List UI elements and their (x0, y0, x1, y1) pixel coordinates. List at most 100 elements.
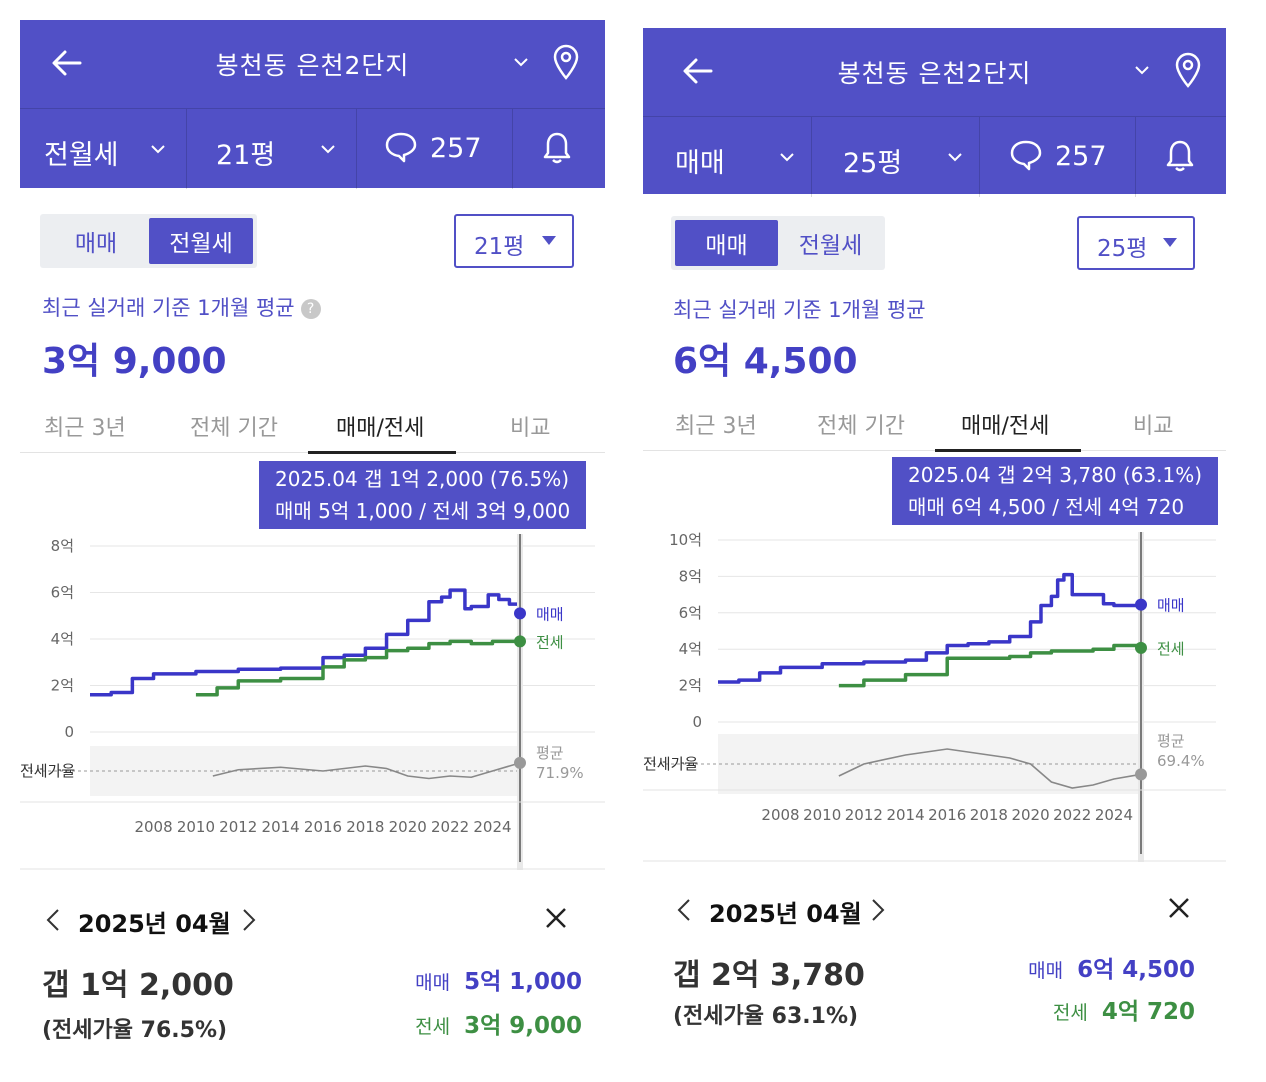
sale-value: 5억 1,000 (464, 969, 582, 995)
detail-month: 2025년 04월 (78, 910, 231, 938)
back-arrow-icon[interactable] (50, 46, 84, 80)
price-caption-text: 최근 실거래 기준 1개월 평균 (42, 296, 295, 320)
chevron-down-icon[interactable] (1134, 64, 1150, 76)
sale-series-label: 매매 (536, 605, 564, 623)
x-tick-label: 2010 (177, 818, 215, 836)
detail-sale-row: 매매 5억 1,000 (415, 962, 582, 996)
segment-sale[interactable]: 매매 (74, 231, 118, 257)
right-panel: 봉천동 은천2단지 매매 25평 257 매매 전월세 25 (643, 28, 1226, 1048)
header-filter-bar: 매매 25평 257 (643, 116, 1226, 197)
y-tick-label: 10억 (669, 531, 702, 549)
comments-button[interactable]: 257 (356, 109, 513, 189)
trade-segment-control: 매매 전월세 (671, 216, 885, 270)
tab-all-period[interactable]: 전체 기간 (190, 416, 278, 441)
jeonse-series-label: 전세 (536, 633, 564, 651)
sale-label: 매매 (1028, 960, 1064, 982)
chevron-down-icon (948, 153, 962, 162)
tab-sale-jeonse[interactable]: 매매/전세 (336, 416, 425, 441)
chevron-down-icon (151, 145, 165, 154)
size-select[interactable]: 25평 (1077, 216, 1195, 270)
x-tick-label: 2012 (845, 806, 883, 824)
notification-button[interactable] (512, 109, 605, 189)
x-tick-label: 2016 (304, 818, 342, 836)
complex-title[interactable]: 봉천동 은천2단지 (215, 51, 410, 80)
x-tick-label: 2024 (1095, 806, 1133, 824)
tab-recent-3y[interactable]: 최근 3년 (44, 416, 126, 441)
caret-down-icon (1163, 238, 1177, 247)
ratio-band (90, 746, 520, 796)
gap-value: 갭 1억 2,000 (42, 968, 234, 1003)
location-pin-icon[interactable] (552, 44, 580, 80)
jeonse-value: 3억 9,000 (464, 1013, 582, 1039)
tab-compare[interactable]: 비교 (510, 416, 551, 441)
x-tick-label: 2022 (1053, 806, 1091, 824)
chevron-right-icon[interactable] (871, 898, 885, 922)
jeonse-label: 전세 (415, 1016, 451, 1038)
detail-jeonse-row: 전세 4억 720 (1053, 992, 1195, 1026)
app-header: 봉천동 은천2단지 전월세 21평 257 (20, 20, 605, 189)
ratio-series-line (838, 748, 1142, 789)
sale-value: 6억 4,500 (1077, 957, 1195, 983)
chevron-down-icon[interactable] (513, 56, 529, 68)
y-tick-label: 8억 (679, 567, 702, 585)
x-tick-label: 2018 (346, 818, 384, 836)
price-caption: 최근 실거래 기준 1개월 평균 (673, 298, 926, 322)
tab-compare[interactable]: 비교 (1133, 414, 1174, 439)
segment-sale[interactable]: 매매 (675, 220, 778, 266)
bell-icon (543, 132, 571, 164)
left-panel: 봉천동 은천2단지 전월세 21평 257 매매 전월세 2 (20, 20, 605, 1060)
chevron-right-icon[interactable] (242, 908, 256, 932)
jeonse-series-line (195, 639, 520, 697)
active-tab-indicator (935, 449, 1081, 452)
x-tick-label: 2012 (219, 818, 257, 836)
close-icon[interactable] (1167, 896, 1191, 920)
header-top-bar: 봉천동 은천2단지 (20, 20, 605, 108)
close-icon[interactable] (544, 906, 568, 930)
tooltip-line-1: 2025.04 갭 1억 2,000 (76.5%) (275, 467, 570, 491)
ratio-label: 전세가율 (643, 755, 698, 773)
trade-type-dropdown[interactable]: 매매 (643, 117, 812, 197)
sale-end-point (514, 607, 526, 620)
detail-card: 2025년 04월 갭 2억 3,780 (전세가율 63.1%) 매매 6억 4… (673, 894, 1195, 1034)
comments-button[interactable]: 257 (979, 117, 1136, 197)
ratio-end-point (1135, 768, 1147, 781)
y-tick-label: 4억 (679, 640, 702, 658)
app-header: 봉천동 은천2단지 매매 25평 257 (643, 28, 1226, 197)
ratio-series-line (212, 762, 521, 780)
help-icon[interactable]: ? (300, 299, 321, 319)
speech-bubble-icon (1010, 140, 1042, 171)
size-label: 25평 (843, 148, 903, 179)
size-dropdown[interactable]: 21평 (186, 109, 357, 189)
bell-icon (1166, 140, 1194, 172)
trade-type-label: 매매 (675, 148, 725, 179)
size-select[interactable]: 21평 (454, 214, 574, 268)
x-tick-label: 2016 (928, 806, 966, 824)
segment-rent[interactable]: 전월세 (149, 218, 253, 264)
detail-card: 2025년 04월 갭 1억 2,000 (전세가율 76.5%) 매매 5억 1… (42, 904, 582, 1044)
segment-rent[interactable]: 전월세 (798, 233, 863, 259)
chevron-left-icon[interactable] (46, 908, 60, 932)
tooltip-line-2: 매매 6억 4,500 / 전세 4억 720 (908, 495, 1185, 519)
sale-label: 매매 (415, 972, 451, 994)
tab-sale-jeonse[interactable]: 매매/전세 (961, 414, 1050, 439)
x-tick-label: 2024 (473, 818, 511, 836)
x-tick-label: 2020 (389, 818, 427, 836)
chevron-left-icon[interactable] (677, 898, 691, 922)
notification-button[interactable] (1135, 117, 1226, 197)
back-arrow-icon[interactable] (681, 54, 715, 88)
y-tick-label: 2억 (679, 677, 702, 695)
tab-recent-3y[interactable]: 최근 3년 (675, 414, 757, 439)
size-label: 21평 (216, 140, 276, 171)
complex-title[interactable]: 봉천동 은천2단지 (837, 59, 1032, 88)
x-tick-label: 2014 (886, 806, 924, 824)
location-pin-icon[interactable] (1174, 52, 1202, 88)
average-price: 3억 9,000 (42, 341, 227, 382)
y-tick-label: 0 (64, 723, 74, 741)
chevron-down-icon (321, 145, 335, 154)
size-dropdown[interactable]: 25평 (811, 117, 980, 197)
ratio-average-label: 평균 (536, 744, 564, 762)
tab-all-period[interactable]: 전체 기간 (817, 414, 905, 439)
trade-type-dropdown[interactable]: 전월세 (20, 109, 187, 189)
